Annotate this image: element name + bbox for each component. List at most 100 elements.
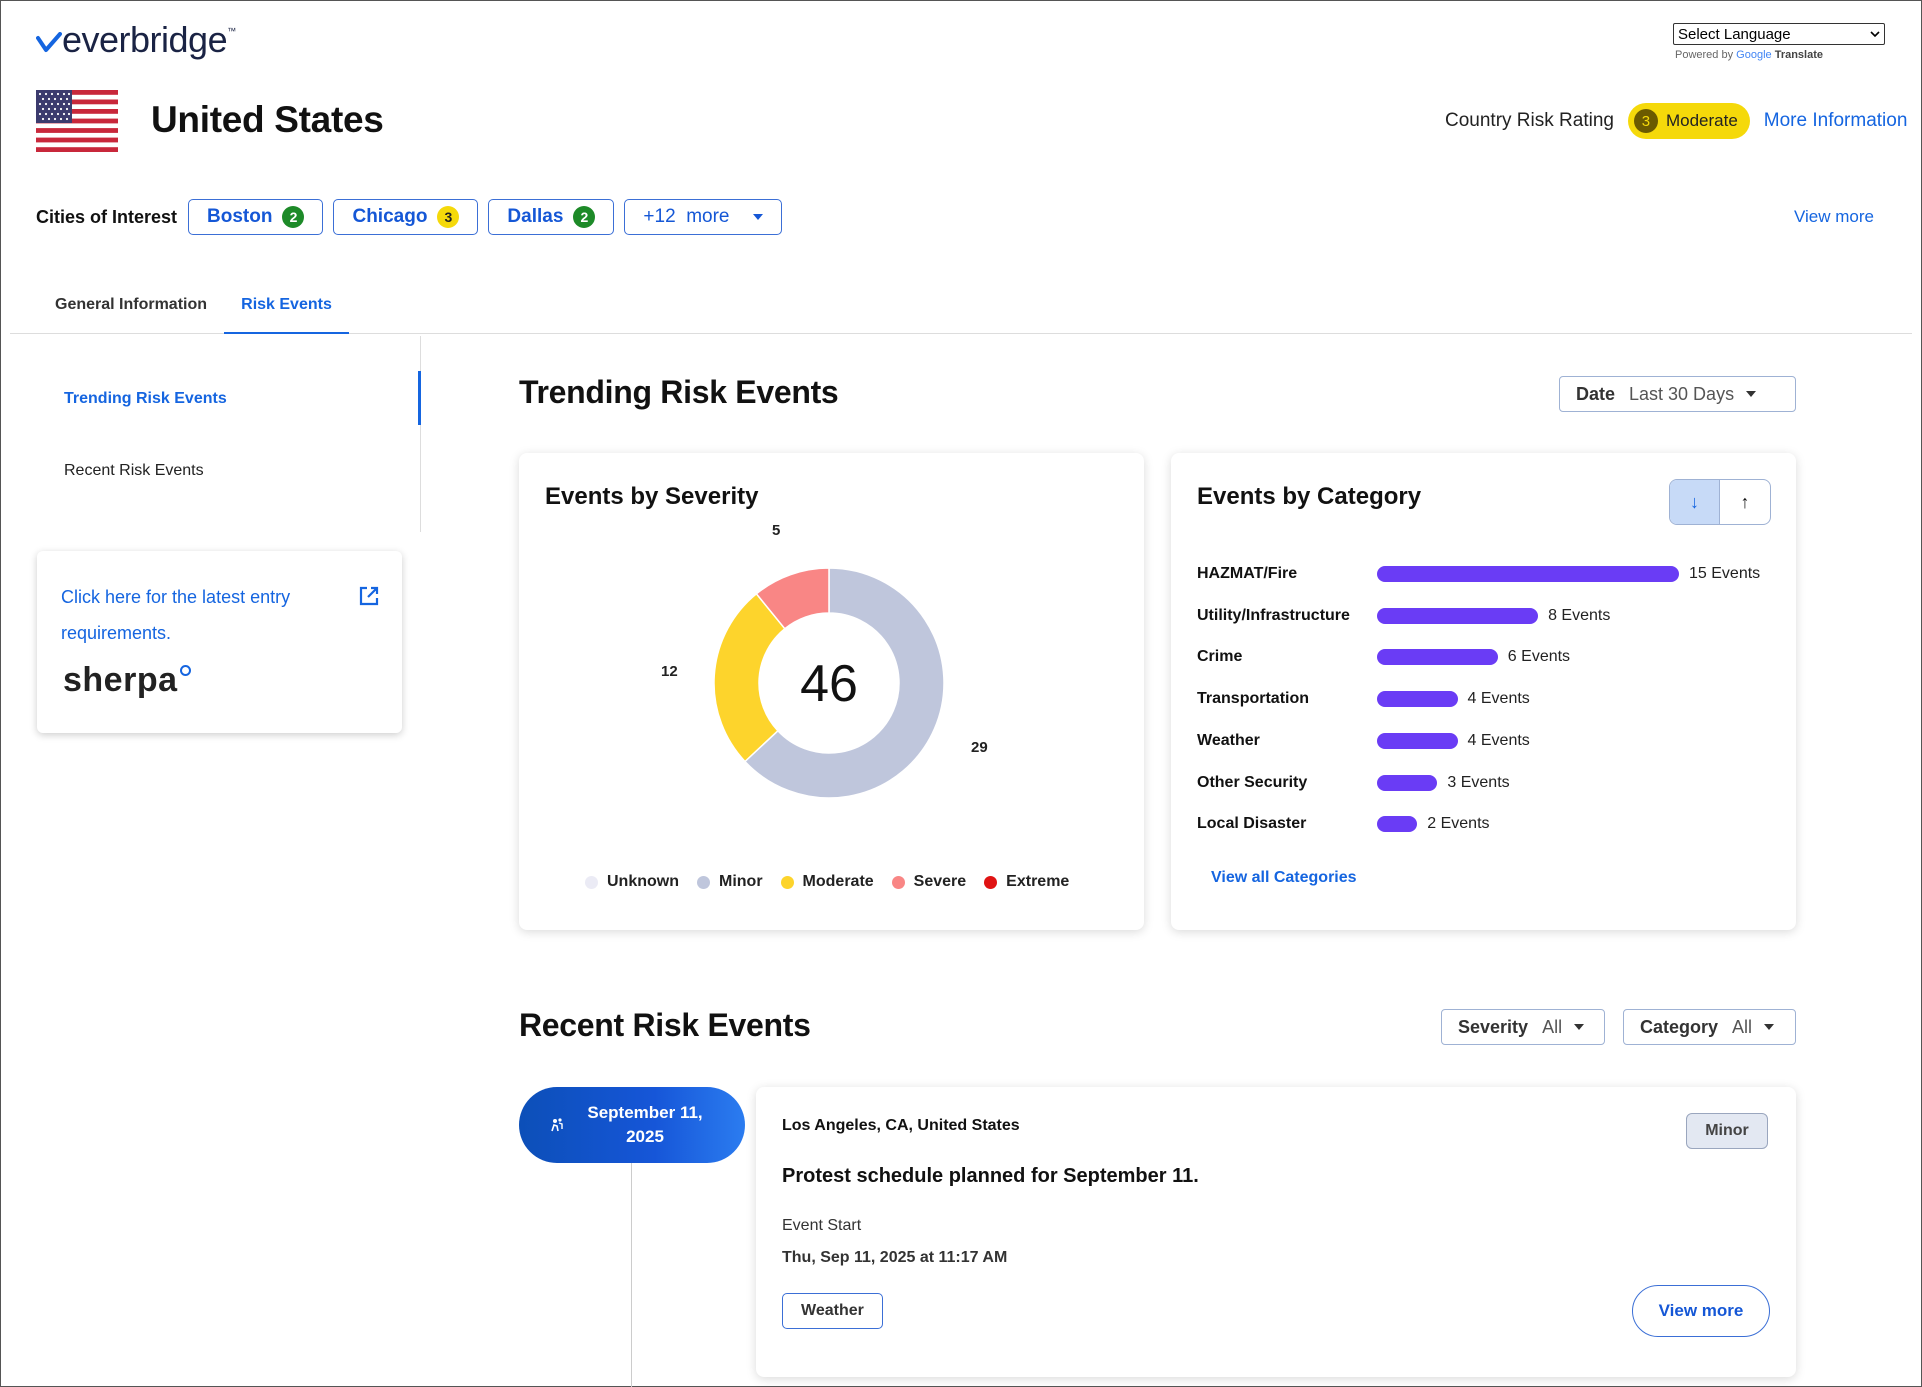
risk-level-text: Moderate <box>1665 111 1738 130</box>
category-bar[interactable] <box>1377 732 1458 749</box>
events-by-severity-card: Events by Severity 46 5 12 29 Unknown Min… <box>519 453 1144 930</box>
legend-label: Moderate <box>802 873 874 890</box>
category-row: Crime 6 Events <box>1197 647 1777 667</box>
trending-risk-events-title: Trending Risk Events <box>519 374 839 410</box>
city-chip-boston[interactable]: Boston 2 <box>188 199 324 235</box>
timeline-line <box>631 1163 632 1387</box>
severity-filter-label: Severity <box>1458 1016 1529 1037</box>
event-date-pill: September 11, 2025 <box>519 1087 745 1163</box>
logo-trademark: ™ <box>227 26 237 36</box>
city-name: Boston <box>207 206 273 227</box>
category-row: HAZMAT/Fire 15 Events <box>1197 564 1777 584</box>
category-row: Local Disaster 2 Events <box>1197 814 1777 834</box>
category-row: Utility/Infrastructure 8 Events <box>1197 606 1777 626</box>
sherpa-logo-dot <box>179 665 191 676</box>
date-filter-label: Date <box>1576 383 1616 404</box>
city-name: Dallas <box>507 206 564 227</box>
entry-requirements-link[interactable]: Click here for the latest entry requirem… <box>61 587 291 643</box>
caret-down-icon <box>1746 391 1757 397</box>
more-cities-label: +12 more <box>643 206 730 227</box>
city-chip-chicago[interactable]: Chicago 3 <box>333 199 479 235</box>
legend-item-extreme[interactable]: Extreme <box>984 873 1069 891</box>
category-card-title: Events by Category <box>1197 483 1422 510</box>
more-cities-dropdown[interactable]: +12 more <box>624 199 783 235</box>
severity-filter-value: All <box>1542 1016 1563 1037</box>
moderate-count-label: 12 <box>661 663 678 680</box>
more-information-link[interactable]: More Information <box>1763 110 1908 131</box>
category-value-label: 6 Events <box>1507 648 1571 666</box>
legend-item-unknown[interactable]: Unknown <box>585 873 679 891</box>
google-label: Google <box>1736 49 1772 61</box>
event-date-line1: September 11, <box>587 1103 703 1122</box>
language-select[interactable]: Select Language <box>1673 23 1885 45</box>
category-value-label: 8 Events <box>1548 606 1611 624</box>
risk-level-number: 3 <box>1633 109 1658 133</box>
donut-slice-moderate[interactable] <box>713 592 786 763</box>
city-chip-dallas[interactable]: Dallas 2 <box>488 199 615 235</box>
legend-dot <box>984 875 998 889</box>
nav-recent-risk-events[interactable]: Recent Risk Events <box>64 462 204 479</box>
country-risk-rating: Country Risk Rating 3 Moderate More Info… <box>1445 103 1907 139</box>
city-risk-count: 2 <box>573 206 596 228</box>
sort-descending-button[interactable]: ↓ <box>1670 480 1721 524</box>
event-date: September 11, 2025 <box>565 1101 745 1149</box>
legend-item-severe[interactable]: Severe <box>891 873 966 891</box>
event-view-more-button[interactable]: View more <box>1632 1285 1770 1337</box>
external-link-icon[interactable] <box>358 585 380 607</box>
event-start-value: Thu, Sep 11, 2025 at 11:17 AM <box>782 1249 1008 1266</box>
recent-risk-events-title: Recent Risk Events <box>519 1007 811 1043</box>
event-date-line2: 2025 <box>626 1127 664 1146</box>
donut-slice-severe[interactable] <box>755 567 830 630</box>
translate-link[interactable]: Translate <box>1774 49 1824 61</box>
date-filter-value: Last 30 Days <box>1629 383 1735 404</box>
checkmark-icon <box>36 32 62 52</box>
sherpa-card: Click here for the latest entry requirem… <box>37 551 402 733</box>
sherpa-logo: sherpa <box>63 661 191 700</box>
legend-dot <box>891 875 905 889</box>
sort-ascending-button[interactable]: ↑ <box>1740 491 1750 512</box>
caret-down-icon <box>1764 1024 1775 1030</box>
google-translate-widget: Select Language Powered by Google Transl… <box>1673 23 1885 61</box>
category-bar[interactable] <box>1377 607 1539 624</box>
category-value-label: 3 Events <box>1447 773 1510 791</box>
category-bar[interactable] <box>1377 774 1438 791</box>
tab-risk-events[interactable]: Risk Events <box>224 296 349 334</box>
date-filter-dropdown[interactable]: Date Last 30 Days <box>1559 376 1796 412</box>
sherpa-logo-text: sherpa <box>63 661 178 699</box>
legend-dot <box>585 875 598 889</box>
minor-count-label: 29 <box>971 739 988 756</box>
category-bar[interactable] <box>1377 566 1679 582</box>
legend-dot <box>780 875 794 889</box>
left-section-nav: Trending Risk Events Recent Risk Events <box>0 336 421 532</box>
category-filter-dropdown[interactable]: Category All <box>1623 1009 1796 1045</box>
tab-general-information[interactable]: General Information <box>55 296 208 313</box>
legend-item-minor[interactable]: Minor <box>697 873 763 891</box>
severity-filter-dropdown[interactable]: Severity All <box>1441 1009 1605 1045</box>
view-more-cities-link[interactable]: View more <box>1794 207 1874 226</box>
category-value-label: 4 Events <box>1467 690 1530 708</box>
category-row: Other Security 3 Events <box>1197 773 1777 793</box>
category-row: Weather 4 Events <box>1197 731 1777 751</box>
category-value-label: 2 Events <box>1427 815 1490 833</box>
view-all-categories-link[interactable]: View all Categories <box>1211 869 1357 886</box>
severe-count-label: 5 <box>772 522 781 539</box>
cities-of-interest: Cities of Interest Boston 2 Chicago 3 Da… <box>36 199 792 235</box>
powered-by-google: Powered by Google Translate <box>1673 49 1885 61</box>
category-row: Transportation 4 Events <box>1197 689 1777 709</box>
category-bar[interactable] <box>1377 691 1458 708</box>
nav-trending-risk-events[interactable]: Trending Risk Events <box>64 390 227 407</box>
severity-donut-chart: 46 <box>713 567 945 799</box>
caret-down-icon <box>753 214 764 220</box>
country-title: United States <box>151 99 384 140</box>
donut-slice-minor[interactable] <box>743 567 945 799</box>
tab-bar: General Information Risk Events <box>10 282 1912 334</box>
everbridge-logo[interactable]: everbridge ™ <box>36 22 236 58</box>
event-category-tag[interactable]: Weather <box>782 1293 883 1329</box>
category-bar[interactable] <box>1377 816 1418 833</box>
legend-item-moderate[interactable]: Moderate <box>780 873 874 891</box>
event-start-label: Event Start <box>782 1217 862 1234</box>
category-bar[interactable] <box>1377 649 1498 666</box>
events-by-category-card: Events by Category ↓ ↑ HAZMAT/Fire 15 Eve… <box>1171 453 1796 930</box>
legend-label: Minor <box>719 873 763 890</box>
language-select-value: Select Language <box>1678 25 1791 43</box>
